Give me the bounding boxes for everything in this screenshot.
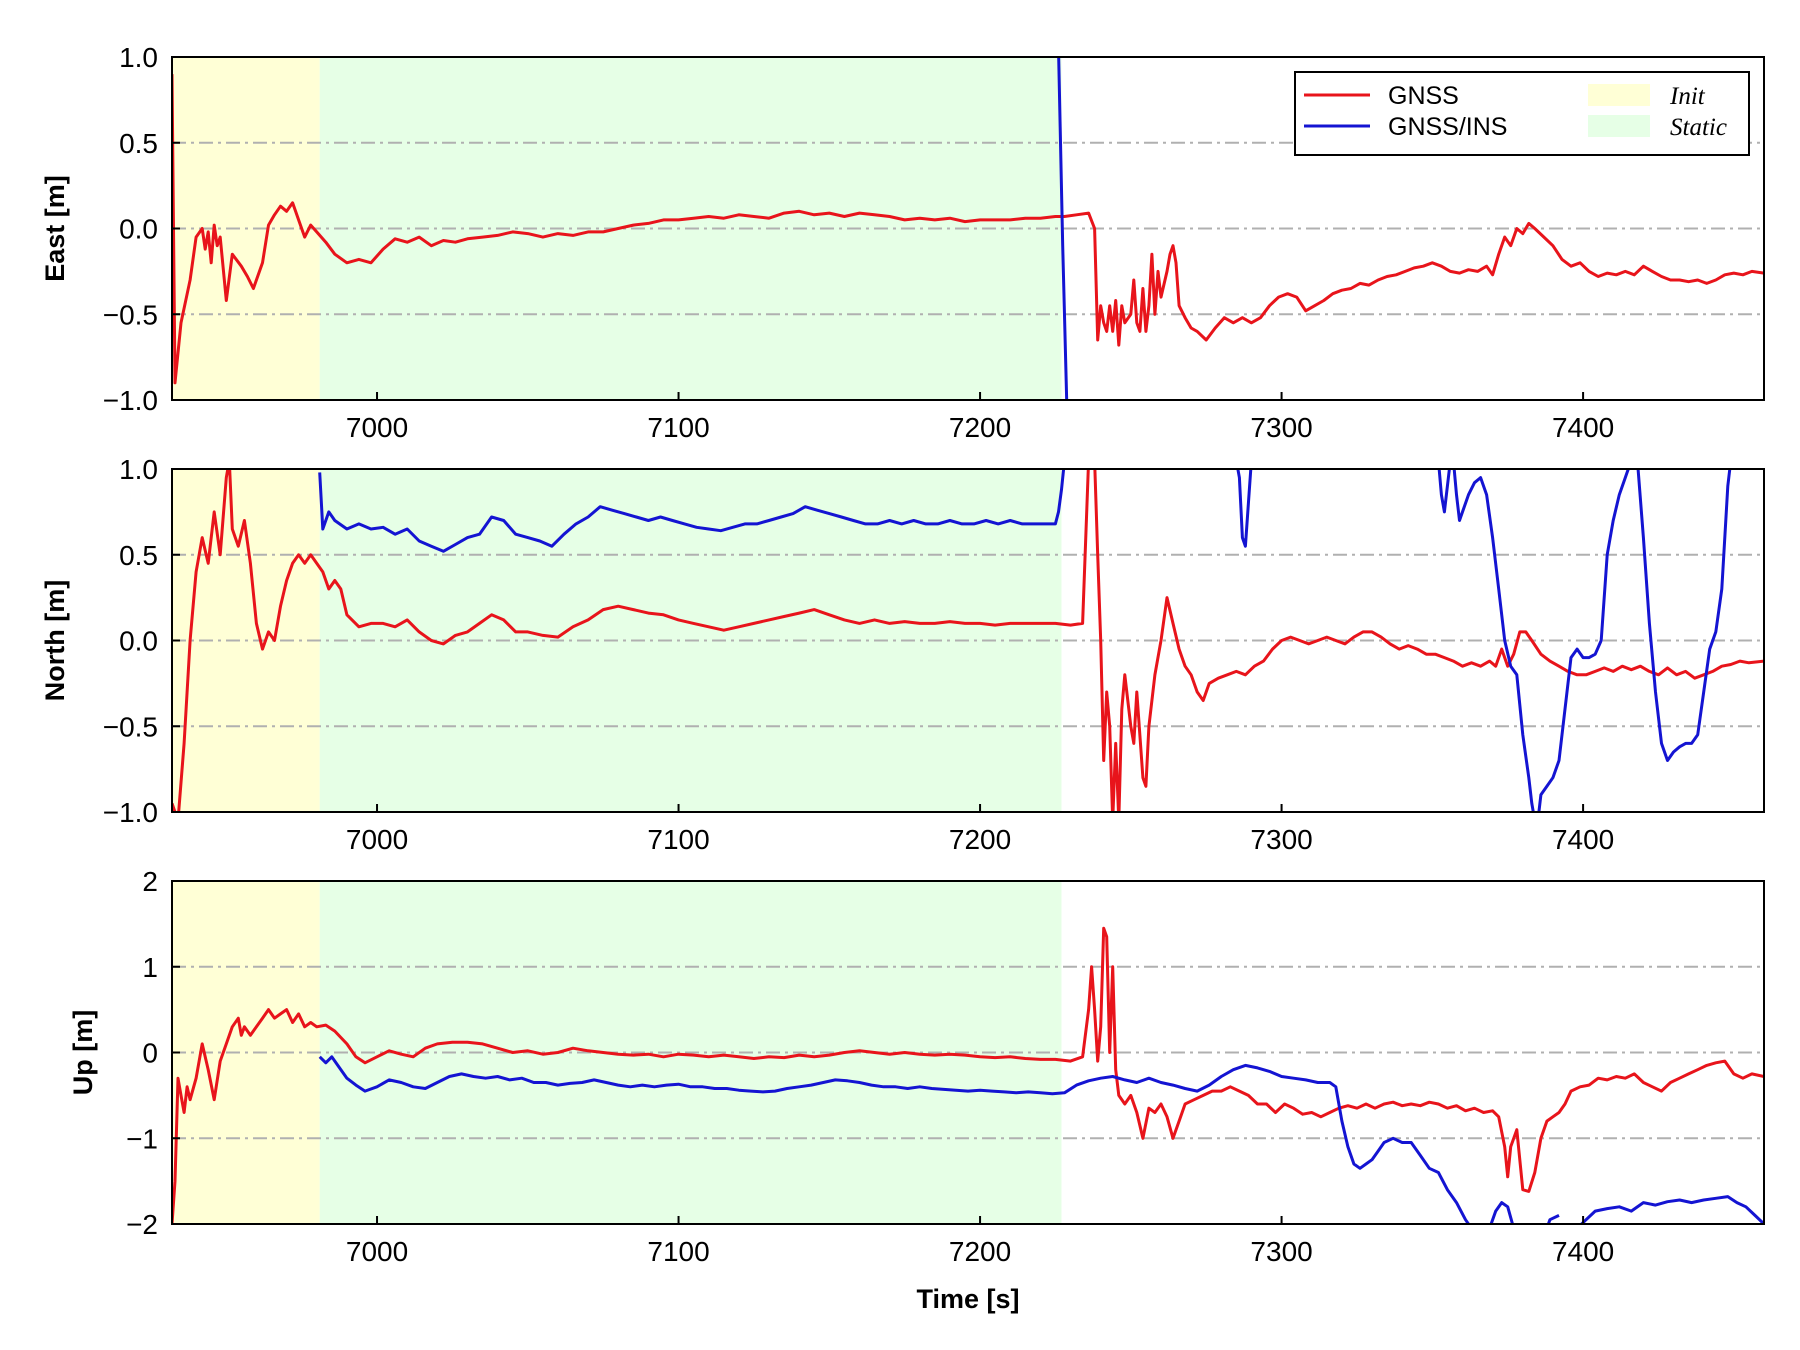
panel-up-ylabel: Up [m] (68, 1010, 98, 1095)
panel-east-series (172, 57, 1764, 400)
y-tick-label: −0.5 (103, 299, 158, 330)
legend-patch-init (1588, 84, 1650, 106)
y-tick-label: −1 (126, 1123, 158, 1154)
x-tick-label: 7400 (1552, 1236, 1614, 1267)
x-tick-label: 7100 (647, 412, 709, 443)
series-gnss-ins (1057, 57, 1069, 400)
legend-patch-static (1588, 115, 1650, 137)
panel-north-ylabel: North [m] (40, 580, 70, 701)
x-tick-label: 7300 (1250, 824, 1312, 855)
x-tick-label: 7200 (949, 412, 1011, 443)
panel-up: −2 −1 0 1 2 7000 7100 7200 7300 7400 Up [m] (68, 866, 1765, 1267)
series-gnss-ins (318, 469, 1732, 812)
series-gnss-ins (318, 1055, 1764, 1224)
panel-up-yticks: −2 −1 0 1 2 (126, 866, 180, 1240)
series-gnss (172, 926, 1764, 1224)
x-tick-label: 7000 (346, 412, 408, 443)
legend-label-gnss-ins: GNSS/INS (1388, 113, 1507, 141)
y-tick-label: 2 (142, 866, 158, 897)
panel-east-ylabel: East [m] (40, 175, 70, 282)
legend-label-init: Init (1669, 83, 1706, 110)
x-tick-label: 7400 (1552, 824, 1614, 855)
legend-label-static: Static (1670, 114, 1727, 141)
legend-label-gnss: GNSS (1388, 82, 1459, 110)
y-tick-label: −1.0 (103, 385, 158, 416)
y-tick-label: 0.0 (119, 626, 158, 657)
legend: GNSS GNSS/INS Init Static (1294, 71, 1750, 156)
x-tick-label: 7400 (1552, 412, 1614, 443)
y-tick-label: 1.0 (119, 454, 158, 485)
x-tick-label: 7000 (346, 1236, 408, 1267)
series-gnss (172, 74, 1764, 385)
panel-north: −1.0 −0.5 0.0 0.5 1.0 7000 7100 7200 7300 7400 N… (40, 454, 1765, 855)
y-tick-label: 0.5 (119, 128, 158, 159)
x-tick-label: 7200 (949, 1236, 1011, 1267)
y-tick-label: 0.5 (119, 540, 158, 571)
y-tick-label: −0.5 (103, 711, 158, 742)
panel-up-series (172, 926, 1764, 1224)
x-tick-label: 7100 (647, 824, 709, 855)
panel-up-grid (172, 965, 1764, 1140)
y-tick-label: −2 (126, 1209, 158, 1240)
panel-north-grid (172, 553, 1764, 728)
x-tick-label: 7300 (1250, 412, 1312, 443)
panel-north-xticks: 7000 7100 7200 7300 7400 (346, 804, 1614, 855)
panel-north-series (172, 469, 1764, 812)
y-tick-label: 0 (142, 1038, 158, 1069)
x-tick-label: 7100 (647, 1236, 709, 1267)
x-axis-label: Time [s] (916, 1284, 1019, 1314)
y-tick-label: 1 (142, 952, 158, 983)
panel-east: −1.0 −0.5 0.0 0.5 1.0 7000 7100 7200 7300 7400 E… (40, 42, 1765, 443)
legend-box (1294, 71, 1750, 156)
y-tick-label: 0.0 (119, 214, 158, 245)
panel-east-yticks: −1.0 −0.5 0.0 0.5 1.0 (103, 42, 180, 416)
x-tick-label: 7200 (949, 824, 1011, 855)
y-tick-label: −1.0 (103, 797, 158, 828)
panel-north-yticks: −1.0 −0.5 0.0 0.5 1.0 (103, 454, 180, 828)
x-tick-label: 7300 (1250, 1236, 1312, 1267)
panel-up-xticks: 7000 7100 7200 7300 7400 (346, 1216, 1614, 1267)
panel-east-xticks: 7000 7100 7200 7300 7400 (346, 392, 1614, 443)
x-tick-label: 7000 (346, 824, 408, 855)
y-tick-label: 1.0 (119, 42, 158, 73)
